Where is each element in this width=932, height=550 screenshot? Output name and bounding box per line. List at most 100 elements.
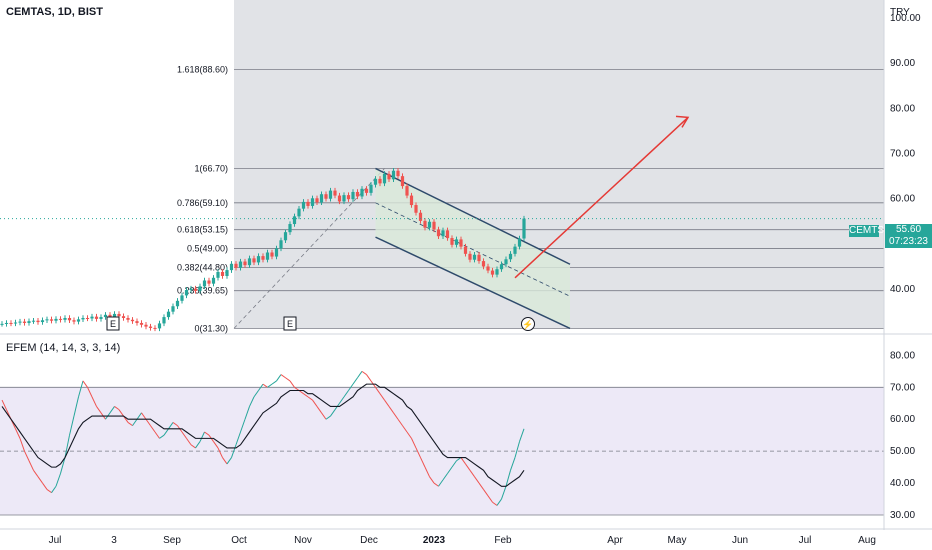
- candle-body: [297, 208, 301, 217]
- candle-body: [261, 256, 265, 260]
- price-tick-label: 80.00: [890, 103, 915, 114]
- candle-body: [283, 232, 288, 241]
- indicator-fast-segment: [366, 374, 372, 382]
- earnings-marker: [106, 316, 120, 331]
- candle-body: [81, 317, 85, 320]
- lightning-icon-glyph: ⚡: [522, 319, 533, 331]
- candle-body: [459, 239, 463, 247]
- indicator-fast-segment: [384, 399, 390, 407]
- candle-body: [472, 254, 477, 260]
- channel-mid: [375, 202, 571, 297]
- candle-body: [184, 289, 189, 296]
- candle-body: [378, 178, 382, 184]
- indicator-tick-label: 30.00: [890, 510, 915, 521]
- candle-body: [126, 317, 130, 320]
- indicator-fast-segment: [199, 431, 205, 442]
- candle-body: [202, 280, 207, 287]
- indicator-fast-segment: [78, 380, 84, 398]
- indicator-fast-segment: [402, 425, 408, 433]
- candle-body: [207, 280, 211, 284]
- indicator-fast-segment: [91, 396, 97, 407]
- candle-body: [108, 314, 112, 317]
- candle-body: [400, 176, 405, 187]
- indicator-fast-segment: [222, 457, 228, 465]
- indicator-fast-segment: [343, 390, 349, 398]
- candle-body: [135, 321, 139, 323]
- candle-body: [288, 224, 292, 233]
- indicator-fast-segment: [411, 438, 417, 449]
- candle-body: [9, 322, 13, 324]
- last-price-badge: 55.60 07:23:23: [885, 224, 932, 248]
- indicator-fast-segment: [262, 383, 268, 388]
- price-tick-label: 40.00: [890, 284, 915, 295]
- channel-upper: [375, 167, 571, 265]
- time-tick-label: Aug: [858, 535, 876, 546]
- indicator-fast-segment: [195, 441, 201, 449]
- time-tick-label: Jun: [732, 535, 748, 546]
- indicator-fast-segment: [339, 396, 345, 404]
- indicator-fast-segment: [406, 431, 412, 439]
- indicator-title[interactable]: EFEM (14, 14, 3, 3, 14): [6, 342, 121, 354]
- indicator-fast-segment: [379, 393, 385, 401]
- fib-label: 1.618(88.60): [177, 65, 228, 75]
- earnings-marker: [283, 316, 297, 331]
- candle-body: [94, 316, 99, 319]
- time-tick-label: Sep: [163, 535, 181, 546]
- last-price-symbol-tag: CEMTS: [849, 225, 884, 237]
- indicator-fast-segment: [172, 422, 178, 427]
- time-tick-label: Oct: [231, 535, 247, 546]
- candle-body: [508, 253, 513, 260]
- currency-label: TRY: [890, 7, 910, 18]
- candle-body: [396, 170, 400, 177]
- indicator-fast-segment: [127, 422, 133, 427]
- candle-body: [351, 191, 355, 200]
- candle-body: [238, 261, 243, 268]
- indicator-tick-label: 50.00: [890, 446, 915, 457]
- symbol-title[interactable]: CEMTAS, 1D, BIST: [6, 6, 103, 18]
- candle-body: [99, 317, 103, 319]
- indicator-fast-segment: [136, 412, 142, 420]
- fib-label: 0.236(39.65): [177, 286, 228, 296]
- candle-body: [486, 266, 490, 271]
- indicator-fast-segment: [82, 380, 88, 388]
- indicator-signal-line: [1, 383, 525, 487]
- candle-body: [216, 271, 220, 278]
- candle-body: [252, 258, 256, 263]
- indicator-fast-segment: [249, 396, 255, 407]
- indicator-fast-segment: [465, 463, 471, 471]
- candle-body: [63, 317, 67, 320]
- candle-body: [4, 322, 9, 324]
- candle-body: [310, 198, 315, 206]
- bar-countdown: 07:23:23: [889, 236, 928, 247]
- indicator-fast-segment: [154, 431, 160, 439]
- last-price-value: 55.60: [895, 224, 922, 235]
- indicator-fast-segment: [348, 383, 354, 391]
- indicator-fast-segment: [267, 383, 273, 388]
- candle-body: [121, 316, 126, 318]
- indicator-fast-segment: [505, 470, 511, 487]
- fib-anchor-line: [233, 168, 385, 329]
- indicator-fast-segment: [460, 457, 466, 465]
- indicator-fast-segment: [145, 418, 151, 426]
- fib-label: 0.618(53.15): [177, 225, 228, 235]
- time-tick-label: Jul: [49, 535, 62, 546]
- candle-body: [409, 195, 414, 206]
- candle-body: [180, 295, 184, 301]
- candle-body: [324, 194, 328, 199]
- candle-body: [373, 178, 378, 185]
- projection-arrow-head: [675, 115, 690, 128]
- indicator-fast-segment: [28, 460, 34, 471]
- indicator-fast-segment: [204, 431, 210, 436]
- candle-body: [495, 269, 499, 275]
- indicator-fast-segment: [496, 498, 502, 506]
- indicator-tick-label: 80.00: [890, 350, 915, 361]
- fib-label: 0.5(49.00): [187, 243, 228, 253]
- candle-body: [405, 186, 409, 196]
- indicator-fast-segment: [235, 431, 241, 445]
- candle-body: [477, 254, 481, 262]
- candle-body: [162, 317, 166, 324]
- projection-arrow: [514, 116, 689, 279]
- indicator-fast-segment: [397, 418, 403, 426]
- price-tick-label: 100.00: [890, 13, 921, 24]
